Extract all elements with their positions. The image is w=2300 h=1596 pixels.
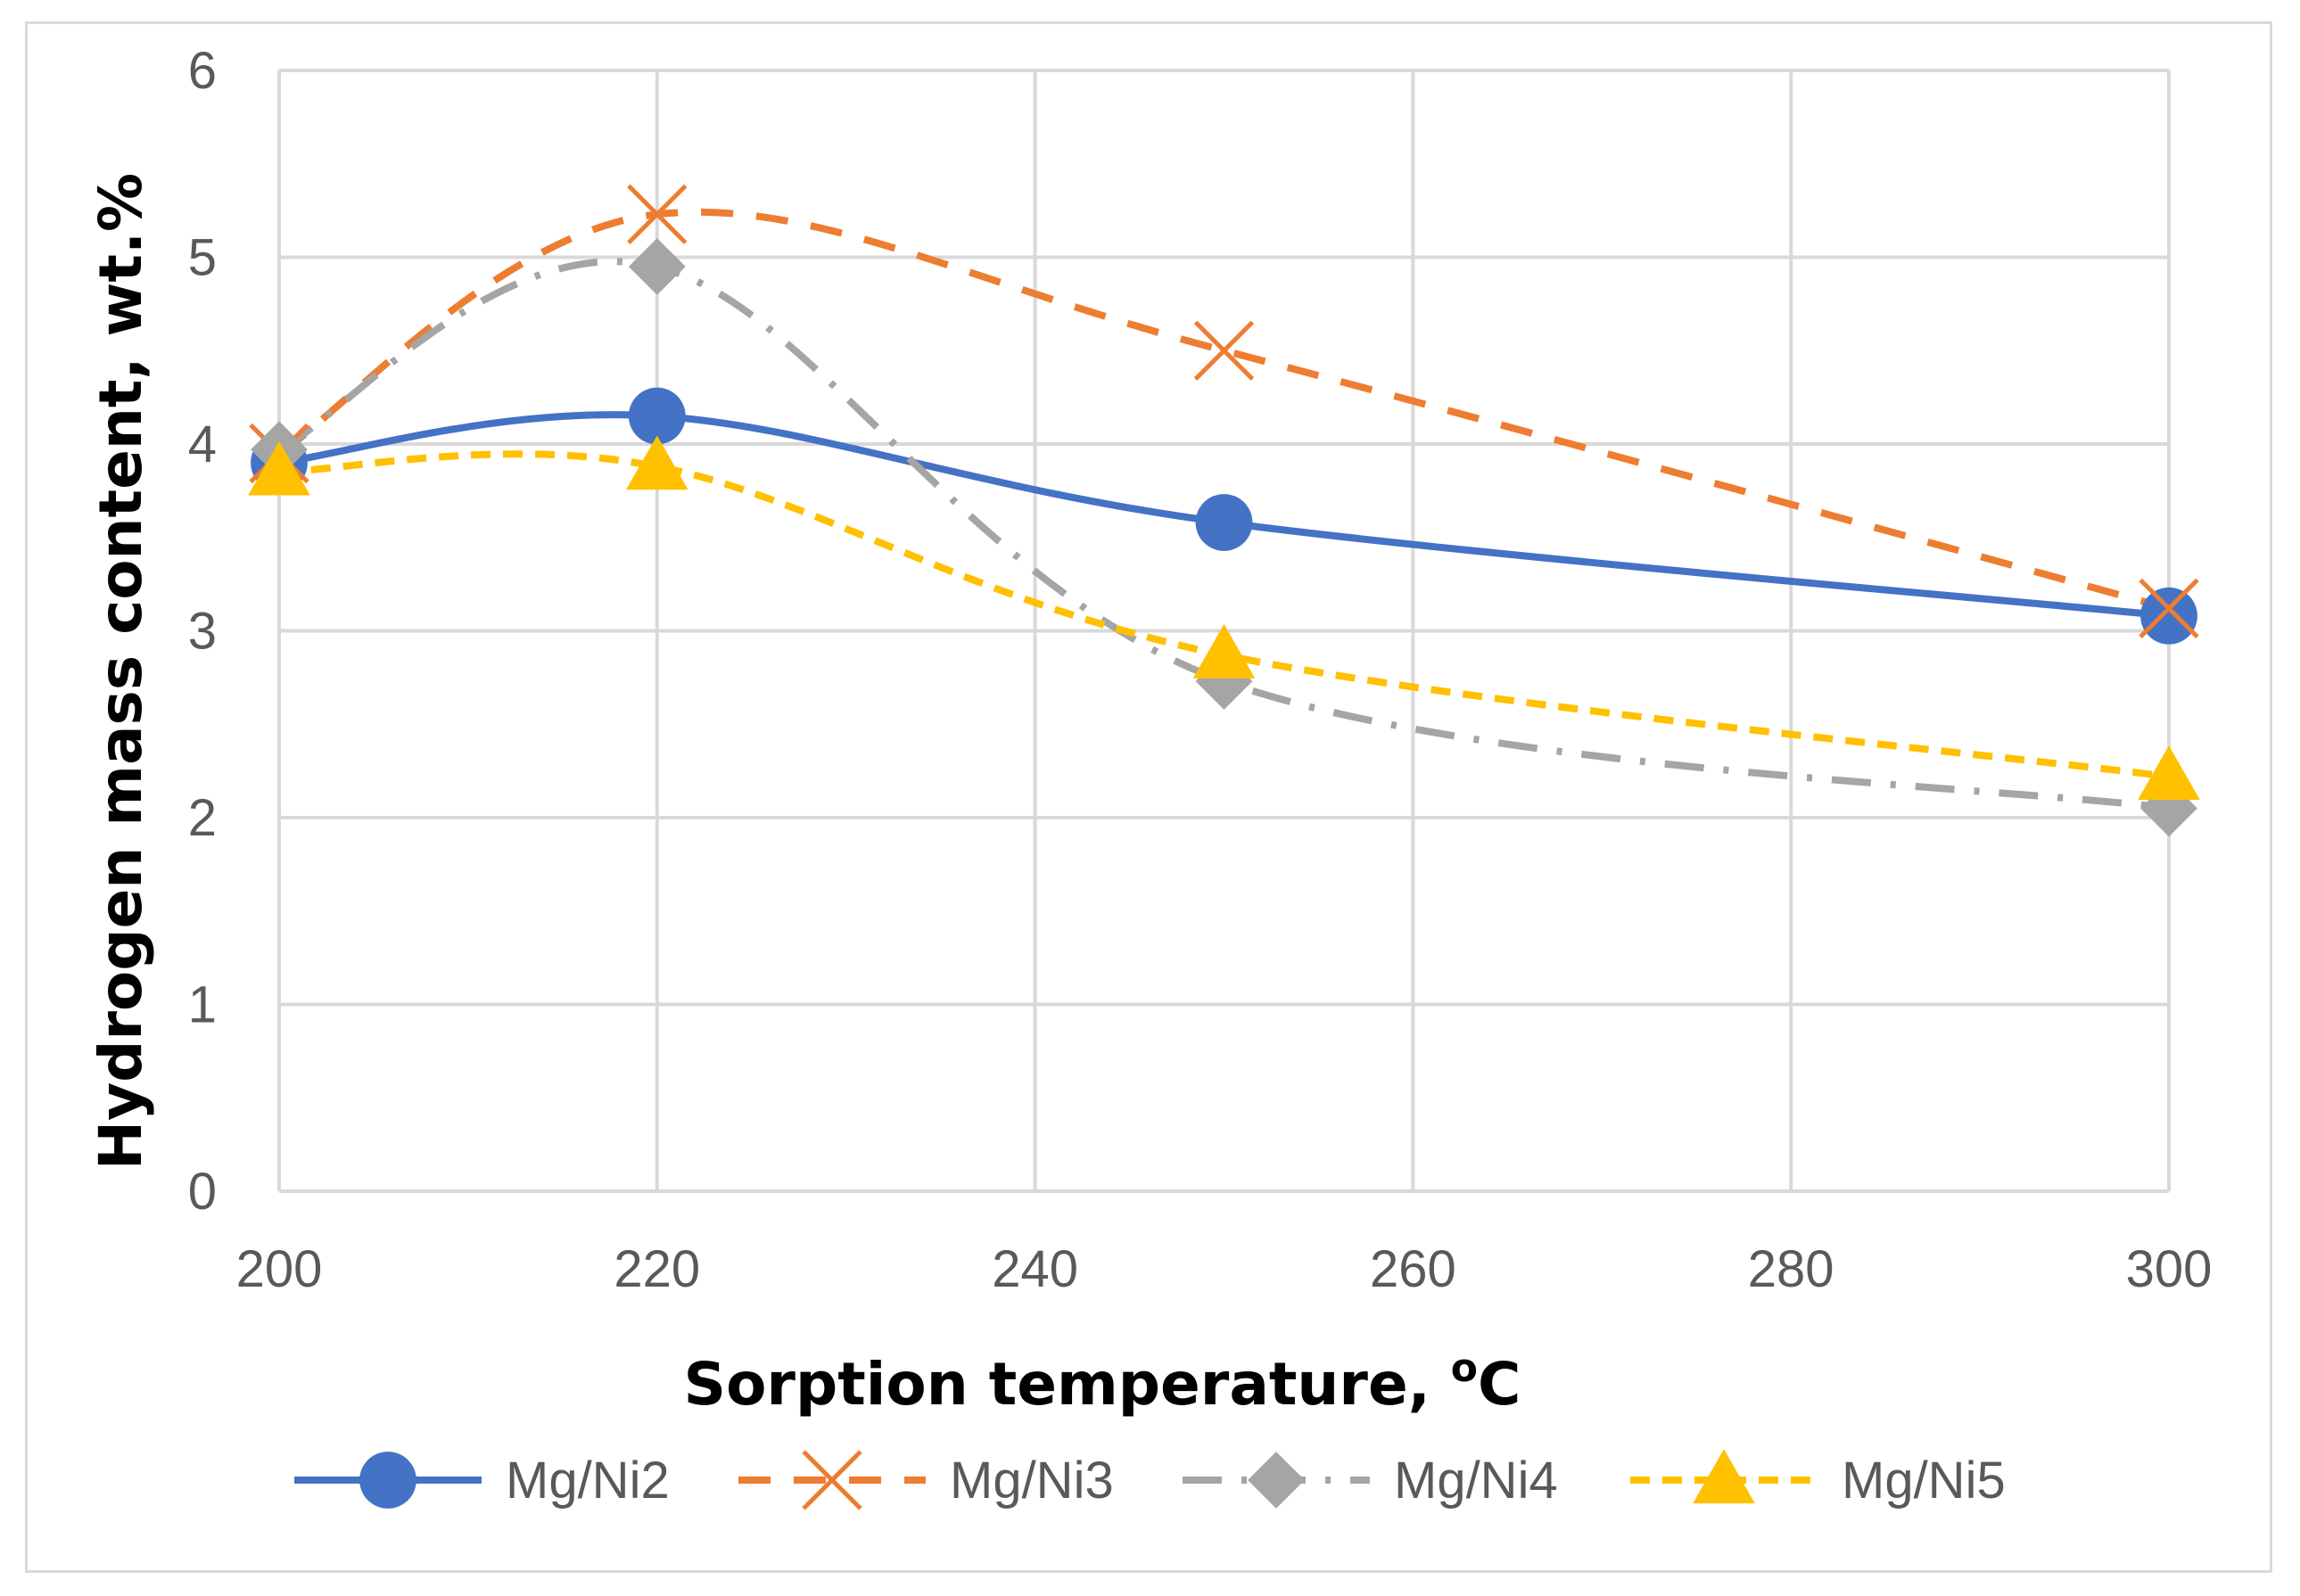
- legend-label: Mg/Ni3: [950, 1452, 1114, 1510]
- x-axis-title-text: Sorption temperature,: [684, 1350, 1451, 1419]
- data-point: [626, 435, 688, 490]
- x-axis-title: Sorption temperature, oC: [684, 1345, 1521, 1419]
- data-point: [2140, 587, 2197, 645]
- series-line-mg-ni4: [277, 258, 2170, 812]
- data-point: [628, 238, 686, 295]
- data-point: [627, 184, 688, 244]
- data-point: [248, 440, 310, 496]
- data-point: [628, 387, 686, 445]
- data-point: [1195, 494, 1253, 551]
- y-tick-label: 4: [188, 415, 217, 473]
- x-tick-label: 280: [1748, 1240, 1834, 1298]
- x-axis-title-unit-sup: o: [1451, 1345, 1478, 1391]
- axis-ticks: 0 1 2 3 4 5 6 200 220 240 260 280 300: [188, 42, 2213, 1298]
- series-line-mg-ni2: [278, 411, 2170, 620]
- data-point: [1193, 320, 1255, 381]
- x-axis-title-unit: C: [1478, 1350, 1521, 1419]
- legend-marker: [1693, 1449, 1755, 1504]
- x-tick-label: 260: [1370, 1240, 1456, 1298]
- legend-item: Mg/Ni4: [1183, 1452, 1558, 1510]
- y-tick-label: 5: [188, 229, 217, 287]
- y-tick-label: 3: [188, 603, 217, 661]
- series-line-mg-ni5: [278, 450, 2170, 780]
- y-tick-label: 0: [188, 1163, 217, 1221]
- x-tick-label: 240: [992, 1240, 1078, 1298]
- legend-marker: [1248, 1452, 1305, 1509]
- y-tick-label: 6: [188, 42, 217, 100]
- legend-label: Mg/Ni4: [1394, 1452, 1558, 1510]
- series-line-mg-ni3: [276, 208, 2171, 613]
- chart-frame: [25, 21, 2272, 1573]
- data-point: [2138, 745, 2200, 801]
- x-tick-label: 200: [236, 1240, 323, 1298]
- x-tick-label: 220: [614, 1240, 700, 1298]
- y-axis-title: Hydrogen mass content, wt.%: [87, 173, 155, 1170]
- legend: Mg/Ni2 Mg/Ni3 Mg/Ni4 Mg/Ni5: [294, 1449, 2006, 1510]
- data-point: [1192, 623, 1256, 679]
- legend-marker: [802, 1450, 862, 1510]
- y-tick-label: 2: [188, 789, 217, 847]
- legend-marker: [359, 1452, 416, 1509]
- data-point: [2139, 578, 2199, 639]
- series-lines: [276, 208, 2171, 812]
- legend-label: Mg/Ni2: [506, 1452, 670, 1510]
- legend-item: Mg/Ni3: [738, 1450, 1114, 1510]
- legend-item: Mg/Ni2: [294, 1452, 670, 1510]
- y-tick-label: 1: [188, 976, 217, 1034]
- series-markers: [248, 184, 2200, 837]
- legend-label: Mg/Ni5: [1842, 1452, 2006, 1510]
- x-tick-label: 300: [2126, 1240, 2213, 1298]
- legend-item: Mg/Ni5: [1630, 1449, 2006, 1510]
